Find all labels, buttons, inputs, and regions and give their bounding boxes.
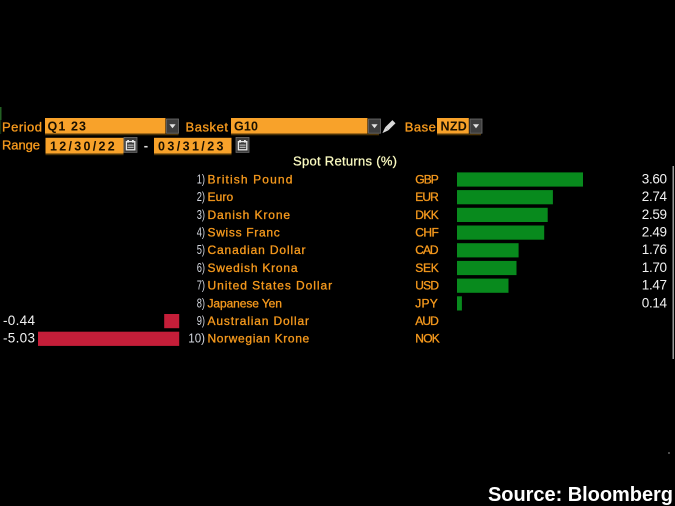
svg-text:Euro: Euro bbox=[208, 190, 234, 204]
svg-text:6): 6) bbox=[197, 261, 205, 275]
svg-text:GBP: GBP bbox=[415, 172, 439, 186]
svg-text:0.14: 0.14 bbox=[642, 295, 668, 310]
svg-text:-0.44: -0.44 bbox=[3, 313, 35, 328]
svg-text:Swiss Franc: Swiss Franc bbox=[208, 226, 280, 240]
svg-text:JPY: JPY bbox=[415, 296, 438, 310]
svg-text:NOK: NOK bbox=[415, 332, 440, 346]
svg-text:SEK: SEK bbox=[415, 261, 439, 275]
svg-text:Norwegian Krone: Norwegian Krone bbox=[208, 332, 310, 346]
svg-text:United States Dollar: United States Dollar bbox=[208, 279, 333, 293]
svg-text:DKK: DKK bbox=[415, 208, 439, 222]
svg-text:British Pound: British Pound bbox=[208, 172, 293, 186]
svg-text:4): 4) bbox=[197, 226, 205, 240]
svg-text:-: - bbox=[144, 138, 148, 153]
svg-text:2.59: 2.59 bbox=[642, 207, 667, 222]
svg-text:Australian Dollar: Australian Dollar bbox=[208, 314, 310, 328]
svg-text:Base: Base bbox=[405, 119, 436, 134]
svg-text:EUR: EUR bbox=[415, 190, 439, 204]
svg-text:2.74: 2.74 bbox=[642, 189, 668, 204]
svg-text:Swedish Krona: Swedish Krona bbox=[208, 261, 298, 275]
svg-text:9): 9) bbox=[197, 314, 205, 328]
svg-text:CHF: CHF bbox=[415, 226, 439, 240]
svg-text:-5.03: -5.03 bbox=[3, 331, 35, 346]
svg-text:Period: Period bbox=[2, 119, 42, 134]
svg-text:AUD: AUD bbox=[415, 314, 439, 328]
svg-text:Range: Range bbox=[2, 138, 40, 153]
svg-text:3): 3) bbox=[197, 208, 205, 222]
svg-text:1): 1) bbox=[197, 172, 205, 186]
svg-text:Japanese Yen: Japanese Yen bbox=[208, 296, 282, 310]
svg-text:3.60: 3.60 bbox=[642, 171, 667, 186]
svg-text:8): 8) bbox=[197, 296, 205, 310]
svg-text:Source: Bloomberg: Source: Bloomberg bbox=[488, 484, 673, 506]
svg-text:1.76: 1.76 bbox=[642, 242, 667, 257]
svg-text:5): 5) bbox=[197, 243, 205, 257]
svg-text:NZD: NZD bbox=[441, 120, 467, 134]
svg-text:G10: G10 bbox=[234, 120, 258, 134]
svg-text:CAD: CAD bbox=[415, 243, 439, 257]
svg-text:Spot Returns (%): Spot Returns (%) bbox=[293, 153, 397, 168]
svg-text:Basket: Basket bbox=[186, 119, 229, 134]
svg-text:Q1 23: Q1 23 bbox=[48, 120, 87, 134]
svg-text:1.47: 1.47 bbox=[642, 278, 667, 293]
svg-text:2): 2) bbox=[197, 190, 205, 204]
svg-text:2.49: 2.49 bbox=[642, 225, 667, 240]
svg-text:1.70: 1.70 bbox=[642, 260, 667, 275]
svg-text:USD: USD bbox=[415, 279, 439, 293]
svg-text:7): 7) bbox=[197, 279, 205, 293]
svg-text:Canadian Dollar: Canadian Dollar bbox=[208, 243, 306, 257]
svg-text:Danish Krone: Danish Krone bbox=[208, 208, 291, 222]
svg-text:10): 10) bbox=[188, 332, 205, 346]
